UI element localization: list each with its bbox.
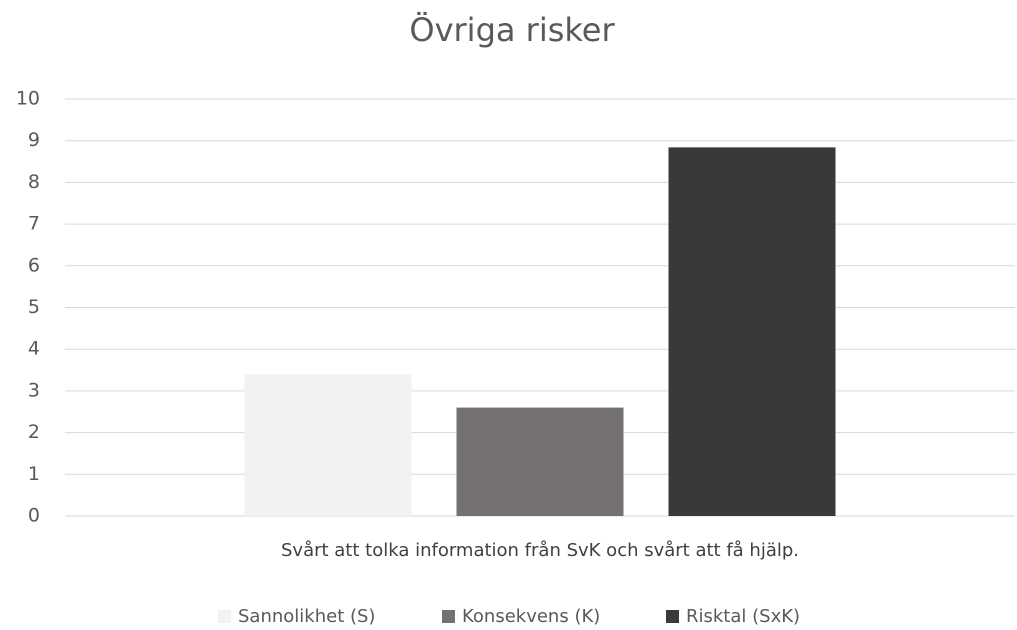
bar <box>244 374 412 516</box>
legend-swatch <box>218 610 231 623</box>
y-tick-label: 4 <box>28 338 40 360</box>
y-tick-label: 8 <box>28 171 40 193</box>
bar <box>456 407 624 516</box>
y-tick-label: 3 <box>28 379 40 401</box>
legend-label: Sannolikhet (S) <box>238 606 375 627</box>
x-tick-label: Svårt att tolka information från SvK och… <box>281 540 799 561</box>
y-tick-label: 6 <box>28 254 40 276</box>
y-tick-label: 2 <box>28 421 40 443</box>
y-tick-label: 1 <box>28 463 40 485</box>
y-tick-label: 7 <box>28 213 40 235</box>
legend-label: Konsekvens (K) <box>462 606 600 627</box>
legend-swatch <box>442 610 455 623</box>
y-tick-label: 5 <box>28 296 40 318</box>
y-tick-label: 10 <box>16 88 40 110</box>
chart-title: Övriga risker <box>409 11 615 49</box>
bar <box>668 147 836 516</box>
legend-swatch <box>666 610 679 623</box>
legend-label: Risktal (SxK) <box>686 606 800 627</box>
y-tick-label: 0 <box>28 505 40 527</box>
y-tick-label: 9 <box>28 129 40 151</box>
